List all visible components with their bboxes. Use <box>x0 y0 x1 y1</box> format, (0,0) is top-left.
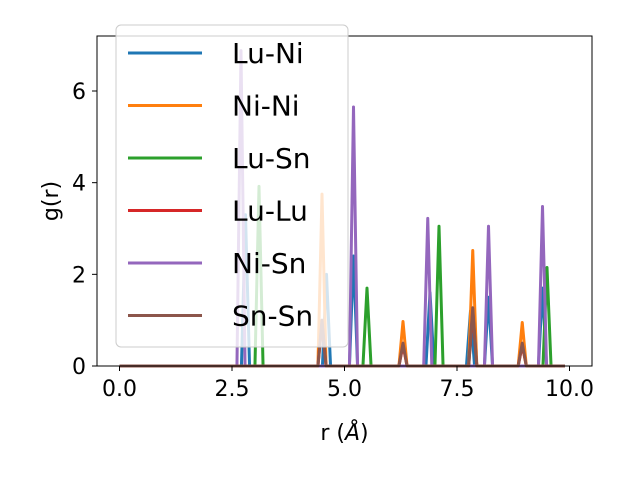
legend-label-ni-sn: Ni-Sn <box>232 247 306 280</box>
x-tick-label: 7.5 <box>440 377 475 402</box>
y-tick-label: 4 <box>72 172 86 197</box>
legend-label-ni-ni: Ni-Ni <box>232 90 300 123</box>
legend-label-lu-lu: Lu-Lu <box>232 195 308 228</box>
legend-label-lu-ni: Lu-Ni <box>232 37 304 70</box>
y-tick-label: 2 <box>72 263 86 288</box>
ticks-layer: 0.0 2.5 5.0 7.5 10.0 0 2 4 6 <box>72 80 594 402</box>
legend-label-lu-sn: Lu-Sn <box>232 142 310 175</box>
x-axis-label: r (Å) <box>320 419 368 446</box>
x-tick-label: 2.5 <box>215 377 250 402</box>
x-tick-label: 0.0 <box>102 377 137 402</box>
legend: Lu-Ni Ni-Ni Lu-Sn Lu-Lu Ni-Sn Sn-Sn <box>115 24 349 348</box>
y-tick-label: 0 <box>72 355 86 380</box>
x-tick-label: 5.0 <box>327 377 362 402</box>
legend-label-sn-sn: Sn-Sn <box>232 300 313 333</box>
x-tick-label: 10.0 <box>545 377 594 402</box>
y-tick-label: 6 <box>72 80 86 105</box>
y-axis-label: g(r) <box>39 181 64 221</box>
